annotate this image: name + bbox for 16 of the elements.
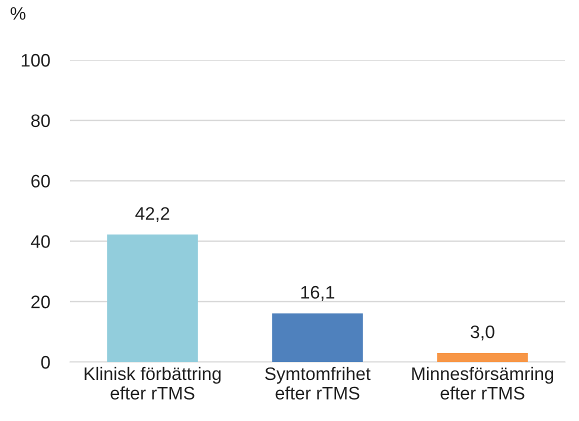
y-tick-label: 100 — [22, 54, 50, 67]
bar — [107, 234, 198, 362]
y-tick-label: 40 — [30, 235, 50, 248]
data-label: 42,2 — [135, 207, 170, 222]
y-axis-title: % — [10, 7, 26, 20]
bar — [272, 313, 363, 362]
data-label: 3,0 — [470, 325, 494, 340]
bar — [437, 352, 528, 362]
y-tick-label: 0 — [41, 356, 50, 369]
x-tick-label: Symtomfrihet efter rTMS — [265, 366, 371, 400]
y-tick-label: 20 — [31, 296, 50, 308]
x-tick-label: Klinisk förbättring efter rTMS — [84, 366, 221, 400]
y-tick-label: 60 — [31, 174, 50, 188]
x-tick-label: Minnesförsämring efter rTMS — [412, 366, 554, 400]
data-label: 16,1 — [301, 286, 334, 301]
y-tick-label: 80 — [31, 114, 50, 128]
